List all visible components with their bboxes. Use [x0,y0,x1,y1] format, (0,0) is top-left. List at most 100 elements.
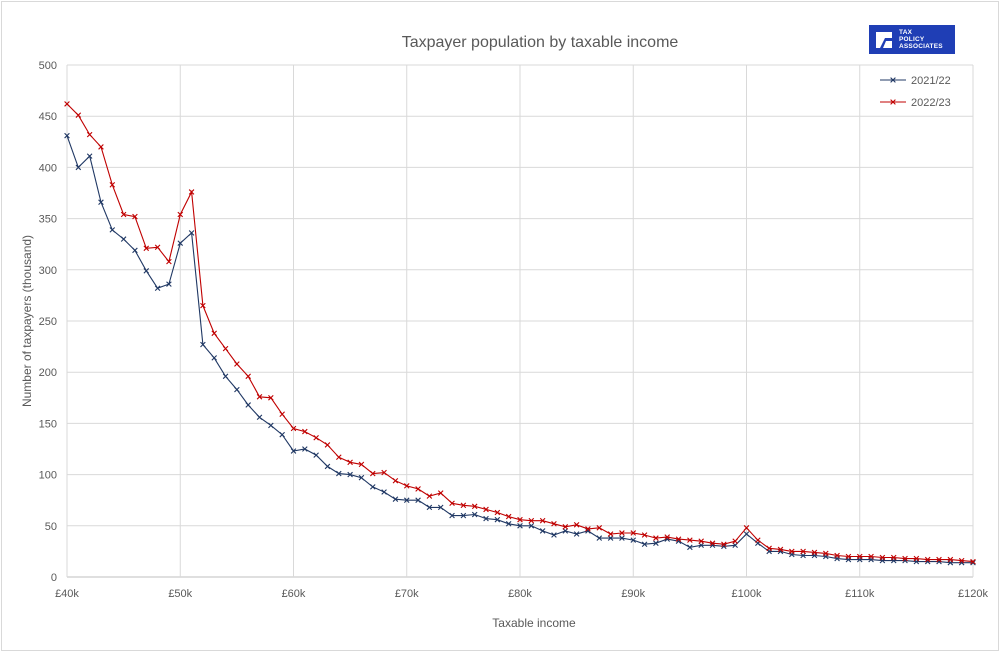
data-point [924,556,931,563]
data-point [528,517,535,524]
x-tick-label: £120k [958,588,988,600]
data-point [743,531,750,537]
data-point [868,553,874,560]
logo-text-1: TAX [899,29,913,36]
y-tick-label: 500 [39,60,57,72]
data-point [766,545,772,552]
data-point [449,500,455,507]
data-point [437,504,444,511]
data-point [245,402,251,408]
data-point [336,454,342,460]
data-point [392,477,399,484]
data-point [154,285,161,292]
data-point [732,542,738,549]
data-point [743,525,750,531]
data-point [653,540,659,546]
data-point [132,213,138,220]
data-point [109,227,116,233]
data-point [211,355,218,361]
data-point [505,520,512,527]
data-point [551,532,557,538]
legend-marker [890,99,896,105]
data-point [369,484,376,490]
data-point [200,341,206,348]
data-point [381,469,387,476]
x-tick-label: £70k [395,588,419,600]
data-point [256,414,263,421]
data-point [381,489,387,495]
data-point [562,528,569,534]
data-point [675,536,682,542]
data-point [517,523,523,529]
data-point [845,553,852,560]
logo-text-3: ASSOCIATES [899,43,943,50]
data-point [902,555,908,562]
data-point [505,513,512,520]
data-point [573,521,580,528]
data-point [143,268,150,274]
data-point [890,554,897,561]
y-tick-label: 200 [39,367,57,379]
data-point [664,534,671,540]
data-point [811,549,818,556]
data-point [687,537,693,543]
data-point [471,511,478,518]
data-point [211,330,218,337]
data-point [596,535,603,541]
tax-policy-associates-logo: TAX POLICY ASSOCIATES [869,25,955,54]
y-tick-label: 450 [39,111,57,123]
data-point [653,535,659,541]
data-point [166,258,172,265]
data-point [936,556,942,563]
data-point [256,393,263,400]
data-point [426,493,433,499]
data-point [222,345,229,352]
data-point [268,422,274,429]
legend-item: 2022/23 [880,97,951,109]
data-point [483,515,489,522]
data-point [86,153,93,159]
y-tick-label: 400 [39,162,57,174]
data-point [913,555,920,562]
data-point [437,490,444,496]
data-point [970,558,976,565]
x-tick-label: £90k [621,588,645,600]
data-point [369,470,376,477]
legend-label: 2021/22 [911,75,951,87]
data-point [358,461,365,468]
data-point [856,553,863,560]
series-2 [64,101,976,565]
x-tick-label: £110k [845,588,875,600]
data-point [132,247,138,254]
data-point [494,516,501,523]
data-point [279,411,285,417]
y-tick-label: 150 [39,418,57,430]
data-point [607,531,614,537]
data-point [539,528,546,534]
data-point [234,386,240,393]
data-point [290,425,297,432]
data-point [460,502,467,509]
data-point [562,524,569,530]
data-point [109,182,116,188]
logo-text-2: POLICY [899,36,925,43]
data-point [607,535,614,541]
y-axis-label: Number of taxpayers (thousand) [20,235,34,407]
x-tick-label: £50k [168,588,192,600]
x-tick-label: £40k [55,588,79,600]
data-point [460,512,467,519]
data-point [166,281,172,287]
data-point [188,230,195,236]
data-point [347,459,353,466]
data-point [302,428,308,435]
y-tick-label: 250 [39,316,57,328]
y-tick-label: 100 [39,470,57,482]
data-point [619,535,625,541]
data-point [947,556,954,563]
data-point [958,557,965,564]
data-point [188,189,195,195]
data-point [222,373,229,380]
data-point [698,542,704,549]
data-point [517,516,523,523]
x-tick-label: £100k [732,588,762,600]
